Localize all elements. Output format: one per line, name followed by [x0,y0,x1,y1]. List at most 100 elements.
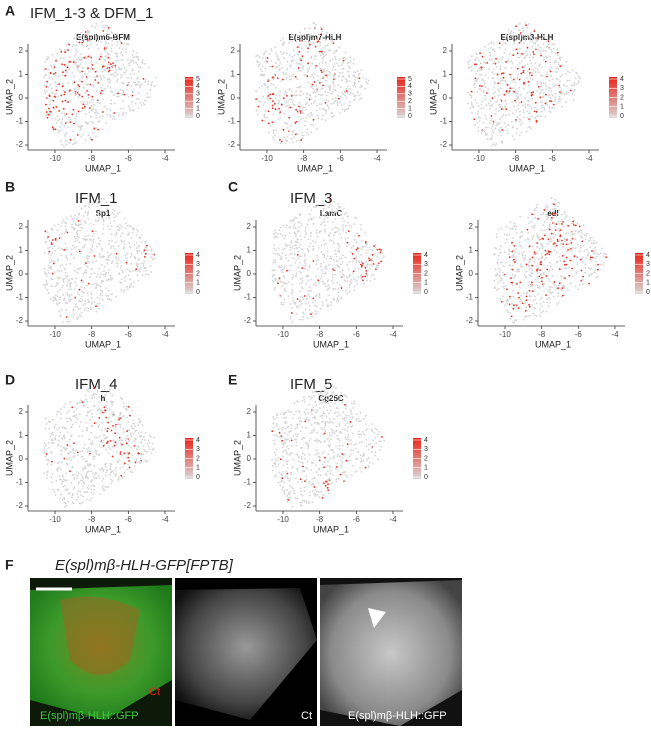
cell-dot [317,80,319,82]
cell-dot [485,134,487,136]
cell-dot [493,132,495,134]
cell-dot [50,84,52,86]
cell-dot [541,38,543,40]
cell-dot [601,248,603,250]
cell-dot [93,233,95,235]
cell-dot [350,279,352,281]
cell-dot [100,240,102,242]
cell-dot [342,217,344,219]
cell-dot [105,466,107,468]
cell-dot [337,297,339,299]
cell-dot [307,317,309,319]
cell-dot [126,417,128,419]
cell-dot [552,292,554,294]
cell-dot [122,100,124,102]
cell-dot [315,95,317,97]
cell-dot [274,270,276,272]
cell-dot [522,235,524,237]
cell-dot [93,397,95,399]
cell-dot [508,84,510,86]
cell-dot [584,264,586,266]
cell-dot [66,418,68,420]
cell-dot [141,84,143,86]
cell-dot [363,283,365,285]
cell-dot [54,225,56,227]
cell-dot [546,251,548,253]
cell-dot [285,72,287,74]
cell-dot [112,395,114,397]
cell-dot [122,428,124,430]
cell-dot [504,275,506,277]
cell-dot [543,213,545,215]
cell-dot [554,96,556,98]
cell-dot [112,446,114,448]
cell-dot [292,291,294,293]
cell-dot [278,119,280,121]
cell-dot [319,68,321,70]
cell-dot [74,240,76,242]
cell-dot [115,53,117,55]
x-axis-label: UMAP_1 [535,339,571,349]
cell-dot [74,296,76,298]
cell-dot [69,119,71,121]
cell-dot [538,115,540,117]
cell-dot [94,465,96,467]
cell-dot [75,118,77,120]
cell-dot [510,318,512,320]
cell-dot [89,500,91,502]
cell-dot [307,224,309,226]
cell-dot [342,270,344,272]
cell-dot [485,127,487,129]
cell-dot [272,107,274,109]
cell-dot [123,454,125,456]
cell-dot [91,96,93,98]
cell-dot [144,241,146,243]
cell-dot [273,248,275,250]
cell-dot [484,46,486,48]
cell-dot [62,481,64,483]
colorbar-label: 3 [196,91,200,98]
cell-dot [519,242,521,244]
cell-dot [531,265,533,267]
cell-dot [81,401,83,403]
cell-dot [306,128,308,130]
cell-dot [511,251,513,253]
cell-dot [91,397,93,399]
y-tick-label: 1 [469,246,474,255]
cell-dot [480,88,482,90]
cell-dot [120,451,122,453]
cell-dot [543,82,545,84]
cell-dot [100,41,102,43]
cell-dot [56,122,58,124]
x-axis-label: UMAP_1 [297,163,333,173]
cell-dot [105,41,107,43]
cell-dot [513,79,515,81]
cell-dot [65,140,67,142]
cell-dot [549,80,551,82]
cell-dot [572,217,574,219]
cell-dot [484,95,486,97]
cell-dot [471,104,473,106]
cell-dot [355,71,357,73]
cell-dot [508,59,510,61]
cell-dot [338,65,340,67]
cell-dot [565,213,567,215]
cell-dot [126,269,128,271]
cell-dot [111,430,113,432]
y-tick-label: 2 [19,222,24,231]
cell-dot [557,54,559,56]
cell-dot [52,273,54,275]
cell-dot [104,409,106,411]
cell-dot [55,423,57,425]
cell-dot [70,420,72,422]
cell-dot [311,478,313,480]
cell-dot [484,99,486,101]
cell-dot [331,69,333,71]
cell-dot [115,69,117,71]
cell-dot [298,111,300,113]
cell-dot [324,216,326,218]
cell-dot [560,57,562,59]
cell-dot [330,72,332,74]
cell-dot [490,47,492,49]
cell-dot [79,71,81,73]
